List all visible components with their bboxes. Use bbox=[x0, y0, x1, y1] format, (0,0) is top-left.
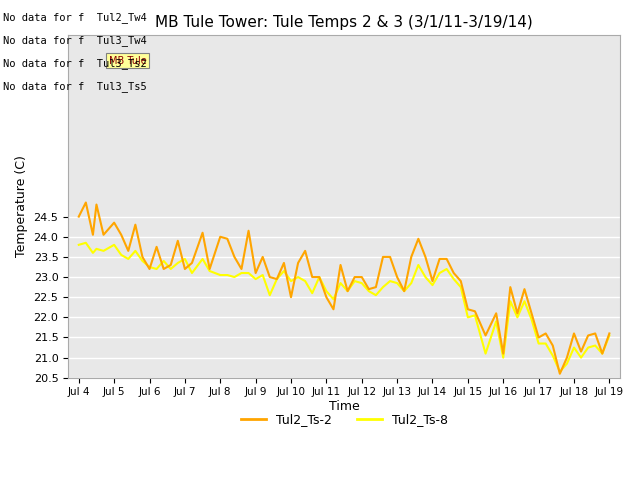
Tul2_Ts-2 bbox=[379, 254, 387, 260]
Legend: Tul2_Ts-2, Tul2_Ts-8: Tul2_Ts-2, Tul2_Ts-8 bbox=[236, 408, 452, 432]
Tul2_Ts-8 bbox=[556, 369, 564, 374]
Line: Tul2_Ts-8: Tul2_Ts-8 bbox=[79, 243, 609, 372]
Tul2_Ts-8 bbox=[188, 270, 196, 276]
Tul2_Ts-2 bbox=[75, 214, 83, 219]
Tul2_Ts-2 bbox=[570, 331, 578, 336]
Tul2_Ts-2 bbox=[605, 331, 613, 336]
Text: No data for f  Tul3_Tw4: No data for f Tul3_Tw4 bbox=[3, 35, 147, 46]
Tul2_Ts-8 bbox=[570, 345, 578, 350]
Tul2_Ts-8 bbox=[372, 292, 380, 298]
Tul2_Ts-2 bbox=[556, 371, 564, 377]
Text: No data for f  Tul2_Tw4: No data for f Tul2_Tw4 bbox=[3, 12, 147, 23]
Tul2_Ts-8 bbox=[379, 284, 387, 290]
Tul2_Ts-8 bbox=[199, 256, 207, 262]
Text: No data for f  Tul3_Ts2: No data for f Tul3_Ts2 bbox=[3, 58, 147, 69]
Tul2_Ts-2 bbox=[372, 284, 380, 290]
Tul2_Ts-2 bbox=[199, 230, 207, 236]
Text: No data for f  Tul3_Ts5: No data for f Tul3_Ts5 bbox=[3, 81, 147, 92]
Tul2_Ts-2 bbox=[259, 254, 266, 260]
Tul2_Ts-2 bbox=[188, 260, 196, 266]
Title: MB Tule Tower: Tule Temps 2 & 3 (3/1/11-3/19/14): MB Tule Tower: Tule Temps 2 & 3 (3/1/11-… bbox=[155, 15, 533, 30]
Tul2_Ts-8 bbox=[605, 333, 613, 338]
Tul2_Ts-8 bbox=[75, 242, 83, 248]
Tul2_Ts-8 bbox=[259, 272, 266, 278]
Text: MB Tule: MB Tule bbox=[109, 56, 147, 66]
Line: Tul2_Ts-2: Tul2_Ts-2 bbox=[79, 203, 609, 374]
Tul2_Ts-8 bbox=[82, 240, 90, 246]
X-axis label: Time: Time bbox=[329, 400, 360, 413]
Tul2_Ts-2 bbox=[82, 200, 90, 205]
Y-axis label: Temperature (C): Temperature (C) bbox=[15, 156, 28, 257]
